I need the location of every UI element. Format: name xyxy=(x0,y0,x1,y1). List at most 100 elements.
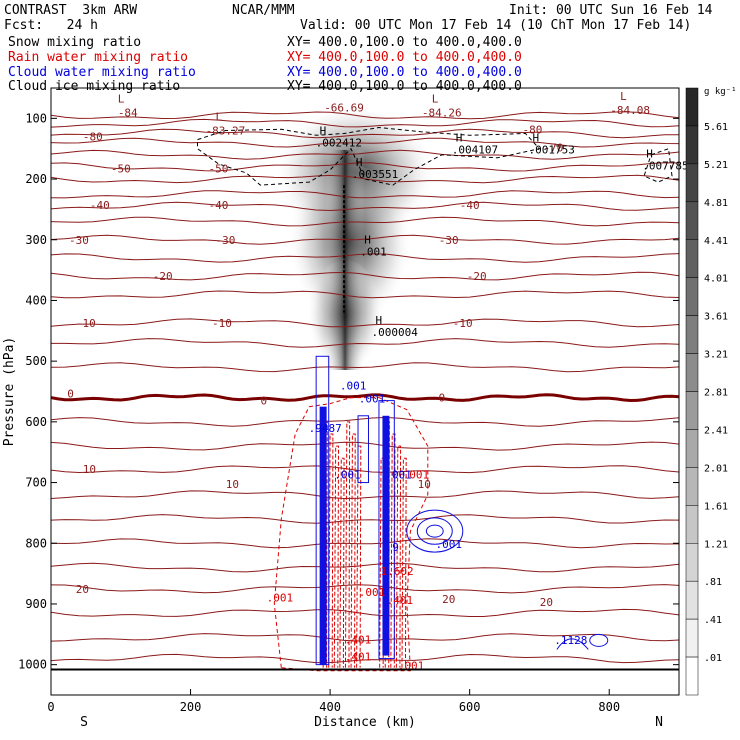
colorbar-unit: g kg⁻¹ xyxy=(704,87,737,97)
isotherm-line xyxy=(51,608,679,617)
rain-label: .001 xyxy=(398,660,425,673)
cloud-water-contour xyxy=(425,524,444,538)
isotherm-line xyxy=(51,318,679,328)
cloud-water-contour xyxy=(589,633,609,647)
x-tick-label: 600 xyxy=(459,700,481,714)
low-marker: L xyxy=(215,110,222,123)
high-marker: H xyxy=(356,156,363,169)
cloud-water-label: .001 xyxy=(334,468,361,481)
title-left-1: CONTRAST 3km ARW xyxy=(4,3,138,18)
x-tick-label: 800 xyxy=(598,700,620,714)
isotherm-label: -50 xyxy=(111,163,131,176)
colorbar-swatch xyxy=(685,201,699,240)
isotherm-line xyxy=(51,465,679,474)
isotherm-line xyxy=(51,362,679,373)
isotherm-line xyxy=(51,137,679,148)
x-tick-label: 0 xyxy=(47,700,54,714)
colorbar-swatch xyxy=(685,239,699,278)
cloud-ice-contour xyxy=(197,126,541,186)
rain-label: .001 xyxy=(359,586,386,599)
cloud-water-contour xyxy=(406,509,464,553)
plot-frame xyxy=(50,87,680,696)
colorbar-swatch xyxy=(685,618,699,658)
colorbar-swatch xyxy=(685,543,699,582)
rain-water-contours xyxy=(273,397,429,672)
colorbar-swatch xyxy=(685,277,699,316)
y-tick-label: 900 xyxy=(25,597,47,611)
isotherm-line xyxy=(51,633,679,642)
y-tick-label: 700 xyxy=(25,476,47,490)
isotherm-label: 0 xyxy=(67,387,74,400)
isotherm-line xyxy=(51,111,679,120)
y-tick-label: 1000 xyxy=(18,658,47,672)
isotherm-label: -80 xyxy=(523,123,543,136)
y-axis-label: Pressure (hPa) xyxy=(2,337,17,447)
isotherm-label: -83.27 xyxy=(206,124,246,137)
colorbar-label: .41 xyxy=(704,615,722,626)
x-tick-label: 400 xyxy=(319,700,341,714)
colorbar-label: 5.61 xyxy=(704,122,728,133)
colorbar-swatch xyxy=(685,429,699,468)
low-marker: L xyxy=(118,92,125,105)
rain-label: .401 xyxy=(345,650,372,663)
cloud-water-core xyxy=(319,406,327,665)
snow-max-label: .004107 xyxy=(452,144,498,157)
isotherm-label: -40 xyxy=(209,199,229,212)
colorbar-label: 1.61 xyxy=(704,501,728,512)
isotherm-line xyxy=(51,162,679,172)
isotherm-label: -10 xyxy=(212,317,232,330)
isotherm-label: -84.08 xyxy=(610,104,650,117)
isotherm-label: -70 xyxy=(543,141,563,154)
rain-contour xyxy=(333,445,339,668)
isotherm-label: 20 xyxy=(540,596,553,609)
isotherm-line xyxy=(51,174,679,184)
colorbar-label: 3.61 xyxy=(704,312,728,323)
high-marker: H xyxy=(375,314,382,327)
colorbar-swatch xyxy=(685,163,699,203)
isotherm-line xyxy=(51,514,679,524)
cloud-water-label: .9487 xyxy=(309,422,342,435)
title-left-2: Fcst: 24 h xyxy=(4,18,98,33)
cloud-water-contour xyxy=(357,415,369,484)
temperature-contours xyxy=(51,111,679,664)
isotherm-label: -30 xyxy=(69,234,89,247)
y-tick-label: 800 xyxy=(25,536,47,550)
high-marker: H xyxy=(456,132,463,145)
isotherm-label: -30 xyxy=(216,234,236,247)
colorbar-label: 2.81 xyxy=(704,388,728,399)
rain-label: .001 xyxy=(267,592,294,605)
colorbar-label: .81 xyxy=(704,577,722,588)
isotherm-line xyxy=(51,538,679,549)
isotherm-line xyxy=(51,190,679,199)
y-tick-label: 400 xyxy=(25,293,47,307)
colorbar-swatch xyxy=(685,656,699,696)
y-tick-label: 100 xyxy=(25,111,47,125)
low-marker: L xyxy=(620,90,627,103)
cloud-ice-contours xyxy=(197,126,673,313)
rain-contour xyxy=(328,433,334,668)
snow-max-label: .001 xyxy=(360,246,387,259)
snow-max-label: .002412 xyxy=(316,136,362,149)
cloud-water-contour xyxy=(416,517,453,545)
high-marker: H xyxy=(364,234,371,247)
isotherm-line xyxy=(51,201,679,212)
y-tick-label: 600 xyxy=(25,415,47,429)
isotherm-line xyxy=(51,271,679,281)
colorbar-swatch xyxy=(685,391,699,430)
colorbar-swatch xyxy=(685,467,699,506)
isotherm-line xyxy=(51,290,679,299)
y-tick-label: 500 xyxy=(25,354,47,368)
isotherm-label: -84 xyxy=(118,106,138,119)
field-rain: Rain water mixing ratio xyxy=(8,50,189,65)
freezing-level-contour xyxy=(51,393,679,403)
isotherm-line xyxy=(51,149,679,160)
freezing-line xyxy=(51,393,679,403)
y-tick-label: 300 xyxy=(25,233,47,247)
high-marker: H xyxy=(646,148,653,161)
isotherm-line xyxy=(51,338,679,348)
isotherm-label: 20 xyxy=(76,583,89,596)
cloud-water-label: .9 xyxy=(386,541,399,554)
colorbar-swatch xyxy=(685,580,699,620)
